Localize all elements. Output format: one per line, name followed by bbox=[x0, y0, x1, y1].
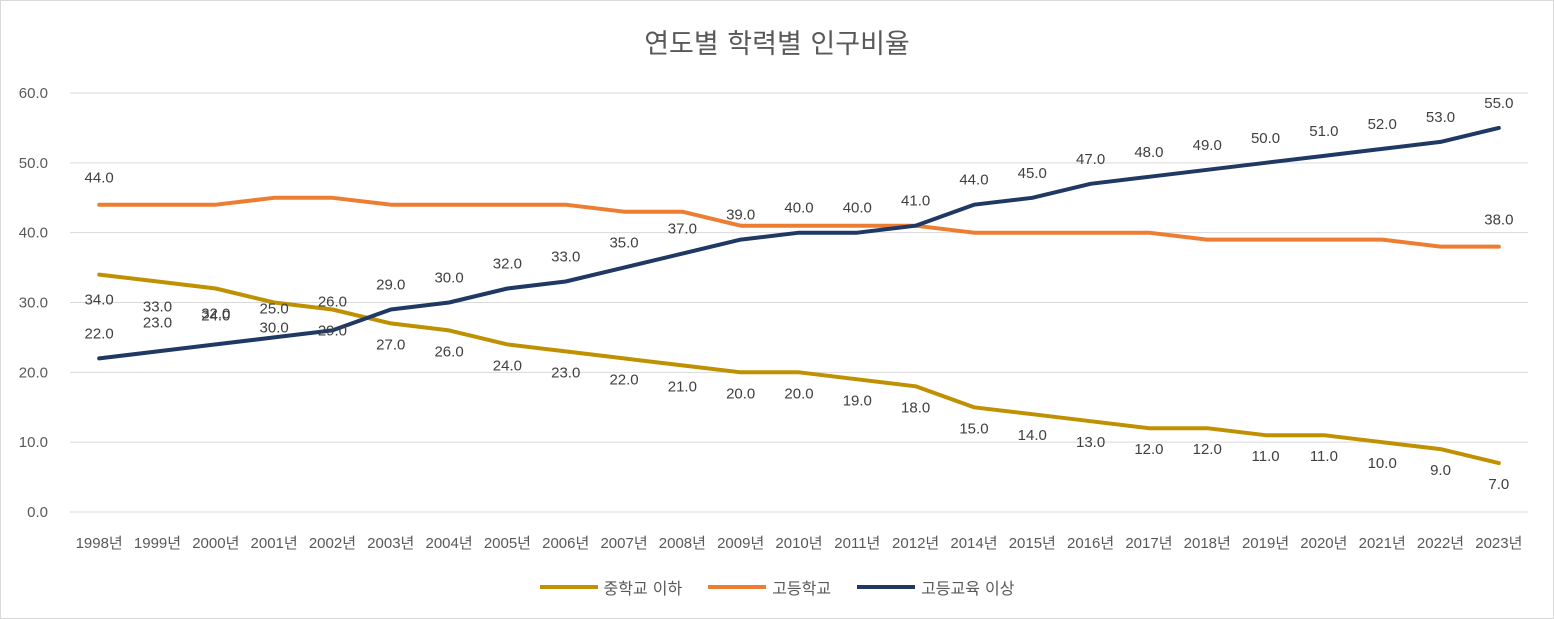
data-label-series-1: 24.0 bbox=[493, 357, 522, 374]
x-tick-label: 2004년 bbox=[425, 535, 472, 552]
x-tick-label: 2016년 bbox=[1067, 535, 1114, 552]
data-label-series-1: 20.0 bbox=[784, 385, 813, 402]
data-label-series-2: 38.0 bbox=[1484, 212, 1513, 229]
data-label-series-3: 55.0 bbox=[1484, 95, 1513, 112]
data-label-series-1: 11.0 bbox=[1252, 448, 1280, 465]
data-label-series-1: 26.0 bbox=[434, 343, 463, 360]
x-tick-label: 2009년 bbox=[717, 535, 764, 552]
y-tick-label: 60.0 bbox=[19, 85, 48, 102]
data-label-series-1: 21.0 bbox=[668, 378, 697, 395]
legend-item-series-3: 고등교육 이상 bbox=[857, 575, 1014, 599]
x-tick-label: 2002년 bbox=[309, 535, 356, 552]
data-label-series-3: 29.0 bbox=[376, 276, 405, 293]
data-label-series-3: 26.0 bbox=[318, 293, 347, 310]
x-tick-label: 1998년 bbox=[76, 535, 123, 552]
data-label-series-3: 30.0 bbox=[434, 270, 463, 287]
x-tick-label: 2022년 bbox=[1417, 535, 1464, 552]
legend-item-series-1: 중학교 이하 bbox=[539, 575, 683, 599]
data-label-series-1: 23.0 bbox=[551, 364, 580, 381]
x-tick-label: 2011년 bbox=[834, 535, 880, 552]
x-tick-label: 2001년 bbox=[251, 535, 298, 552]
y-tick-label: 10.0 bbox=[19, 434, 48, 451]
data-label-series-1: 14.0 bbox=[1018, 427, 1047, 444]
x-tick-label: 2019년 bbox=[1242, 535, 1289, 552]
x-tick-label: 2023년 bbox=[1475, 535, 1522, 552]
data-label-series-1: 15.0 bbox=[959, 420, 988, 437]
data-label-series-3: 40.0 bbox=[784, 200, 813, 217]
data-label-series-3: 48.0 bbox=[1134, 144, 1163, 161]
data-label-series-3: 35.0 bbox=[609, 235, 638, 252]
data-label-series-1: 29.0 bbox=[318, 322, 347, 339]
data-label-series-3: 24.0 bbox=[201, 307, 230, 324]
data-label-series-3: 51.0 bbox=[1309, 123, 1338, 140]
legend-label-series-1: 중학교 이하 bbox=[603, 579, 683, 598]
data-label-series-1: 22.0 bbox=[609, 371, 638, 388]
x-tick-label: 2015년 bbox=[1009, 535, 1056, 552]
data-label-series-1: 27.0 bbox=[376, 336, 405, 353]
data-label-series-3: 50.0 bbox=[1251, 130, 1280, 147]
data-label-series-3: 52.0 bbox=[1368, 116, 1397, 133]
x-tick-label: 2006년 bbox=[542, 535, 589, 552]
data-label-series-1: 32.0 bbox=[201, 306, 230, 323]
data-label-series-1: 18.0 bbox=[901, 399, 930, 416]
x-tick-label: 2000년 bbox=[192, 535, 239, 552]
x-tick-label: 1999년 bbox=[134, 535, 181, 552]
data-label-series-1: 12.0 bbox=[1134, 441, 1163, 458]
data-label-series-1: 12.0 bbox=[1193, 441, 1222, 458]
x-tick-label: 2017년 bbox=[1125, 535, 1172, 552]
legend-swatch-series-2 bbox=[708, 585, 767, 589]
data-label-series-1: 33.0 bbox=[143, 299, 172, 316]
chart-title: 연도별 학력별 인구비율 bbox=[644, 29, 910, 60]
data-label-series-3: 23.0 bbox=[143, 314, 172, 331]
y-tick-label: 40.0 bbox=[19, 225, 48, 242]
x-tick-label: 2003년 bbox=[367, 535, 414, 552]
x-tick-label: 2014년 bbox=[950, 535, 997, 552]
y-tick-label: 30.0 bbox=[19, 295, 48, 312]
data-label-series-1: 30.0 bbox=[260, 320, 289, 337]
data-label-series-1: 20.0 bbox=[726, 385, 755, 402]
y-tick-label: 0.0 bbox=[27, 504, 48, 521]
data-label-series-1: 7.0 bbox=[1488, 476, 1509, 493]
data-label-series-3: 39.0 bbox=[726, 207, 755, 224]
data-label-series-1: 11.0 bbox=[1310, 448, 1338, 465]
legend-label-series-3: 고등교육 이상 bbox=[921, 579, 1015, 598]
data-label-series-1: 10.0 bbox=[1368, 455, 1397, 472]
data-label-series-3: 44.0 bbox=[959, 172, 988, 189]
legend-swatch-series-1 bbox=[539, 585, 598, 589]
x-tick-label: 2012년 bbox=[892, 535, 939, 552]
data-label-series-1: 19.0 bbox=[843, 392, 872, 409]
data-label-series-3: 49.0 bbox=[1193, 137, 1222, 154]
data-label-series-3: 32.0 bbox=[493, 256, 522, 273]
data-label-series-3: 25.0 bbox=[260, 300, 289, 317]
data-label-series-3: 45.0 bbox=[1018, 165, 1047, 182]
x-tick-label: 2021년 bbox=[1359, 535, 1406, 552]
x-tick-label: 2010년 bbox=[775, 535, 822, 552]
data-label-series-1: 34.0 bbox=[85, 292, 114, 309]
x-tick-label: 2018년 bbox=[1184, 535, 1231, 552]
data-label-series-3: 33.0 bbox=[551, 249, 580, 266]
x-tick-label: 2007년 bbox=[600, 535, 647, 552]
data-label-series-3: 41.0 bbox=[901, 193, 930, 210]
legend-swatch-series-3 bbox=[857, 585, 916, 589]
data-label-series-1: 13.0 bbox=[1076, 434, 1105, 451]
x-tick-label: 2005년 bbox=[484, 535, 531, 552]
y-tick-label: 20.0 bbox=[19, 364, 48, 381]
data-label-series-1: 9.0 bbox=[1430, 462, 1451, 479]
legend-item-series-2: 고등학교 bbox=[708, 575, 831, 599]
data-label-series-3: 47.0 bbox=[1076, 151, 1105, 168]
data-label-series-3: 53.0 bbox=[1426, 109, 1455, 126]
data-label-series-2: 44.0 bbox=[85, 170, 114, 187]
data-label-series-3: 40.0 bbox=[843, 200, 872, 217]
data-label-series-3: 37.0 bbox=[668, 221, 697, 238]
x-tick-label: 2020년 bbox=[1300, 535, 1347, 552]
x-tick-label: 2008년 bbox=[659, 535, 706, 552]
data-label-series-3: 22.0 bbox=[85, 325, 114, 342]
legend-label-series-2: 고등학교 bbox=[772, 579, 832, 598]
legend: 중학교 이하 고등학교 고등교육 이상 bbox=[0, 574, 1554, 600]
y-tick-label: 50.0 bbox=[19, 155, 48, 172]
